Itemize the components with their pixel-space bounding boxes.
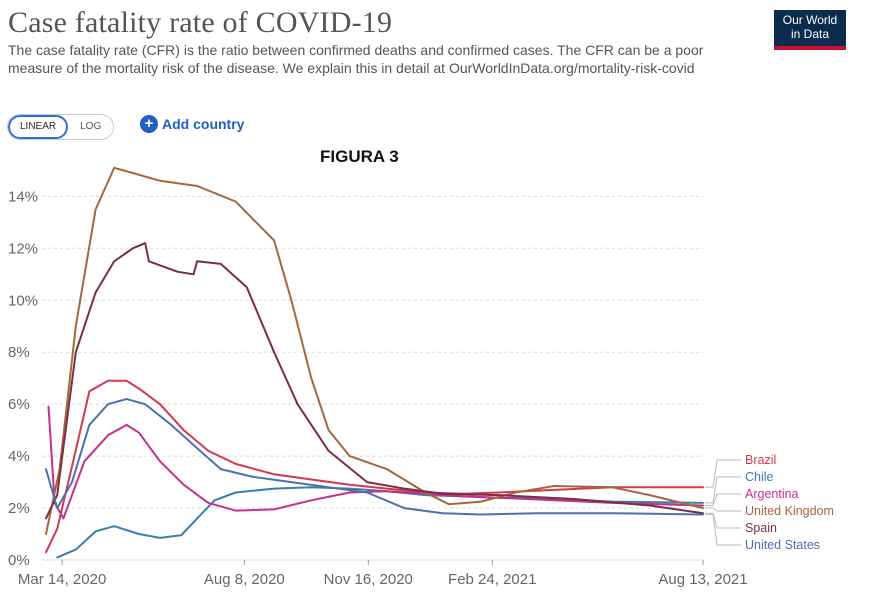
legend-connector-argentina [705, 493, 741, 506]
chart-subtitle: The case fatality rate (CFR) is the rati… [8, 42, 704, 76]
y-tick-label: 10% [8, 292, 38, 309]
series-line-spain [45, 242, 704, 520]
x-tick-label: Aug 8, 2020 [204, 571, 285, 588]
scale-toggle: LINEAR LOG [7, 114, 115, 140]
figure-label: FIGURA 3 [320, 147, 399, 166]
add-country-label: Add country [162, 116, 245, 132]
x-tick-label: Aug 13, 2021 [658, 571, 747, 588]
y-tick-label: 4% [8, 448, 30, 465]
series-line-argentina [47, 405, 704, 520]
legend-connector-spain [705, 512, 741, 529]
y-tick-label: 14% [8, 188, 38, 205]
series-line-united-states [45, 398, 704, 516]
legend-label-spain: Spain [745, 521, 777, 535]
legend-label-chile: Chile [745, 470, 774, 484]
plus-circle-icon: + [140, 115, 158, 133]
legend-label-argentina: Argentina [745, 487, 799, 501]
y-tick-label: 2% [8, 500, 30, 517]
legend-connector-brazil [705, 459, 741, 488]
legend-label-united-kingdom: United Kingdom [745, 504, 834, 518]
x-tick-label: Nov 16, 2020 [324, 571, 413, 588]
legend-label-united-states: United States [745, 538, 820, 552]
owid-logo[interactable]: Our World in Data [774, 10, 846, 50]
y-tick-label: 8% [8, 344, 30, 361]
y-tick-label: 6% [8, 396, 30, 413]
logo-line-1: Our World [782, 13, 838, 27]
y-tick-label: 0% [8, 552, 30, 569]
x-tick-label: Mar 14, 2020 [18, 571, 106, 588]
series-line-brazil [45, 379, 704, 554]
linear-scale-button[interactable]: LINEAR [8, 115, 69, 139]
log-scale-button[interactable]: LOG [80, 121, 102, 132]
legend-connector-united-states [705, 514, 741, 546]
legend-connector-chile [705, 476, 741, 504]
add-country-button[interactable]: + Add country [140, 115, 244, 133]
x-tick-label: Feb 24, 2021 [448, 571, 536, 588]
legend-connector-united-kingdom [705, 507, 741, 512]
logo-line-2: in Data [790, 27, 830, 41]
series-line-united-kingdom [45, 166, 704, 535]
chart-title: Case fatality rate of COVID-19 [8, 6, 393, 39]
legend-label-brazil: Brazil [745, 453, 776, 467]
y-tick-label: 12% [8, 240, 38, 257]
